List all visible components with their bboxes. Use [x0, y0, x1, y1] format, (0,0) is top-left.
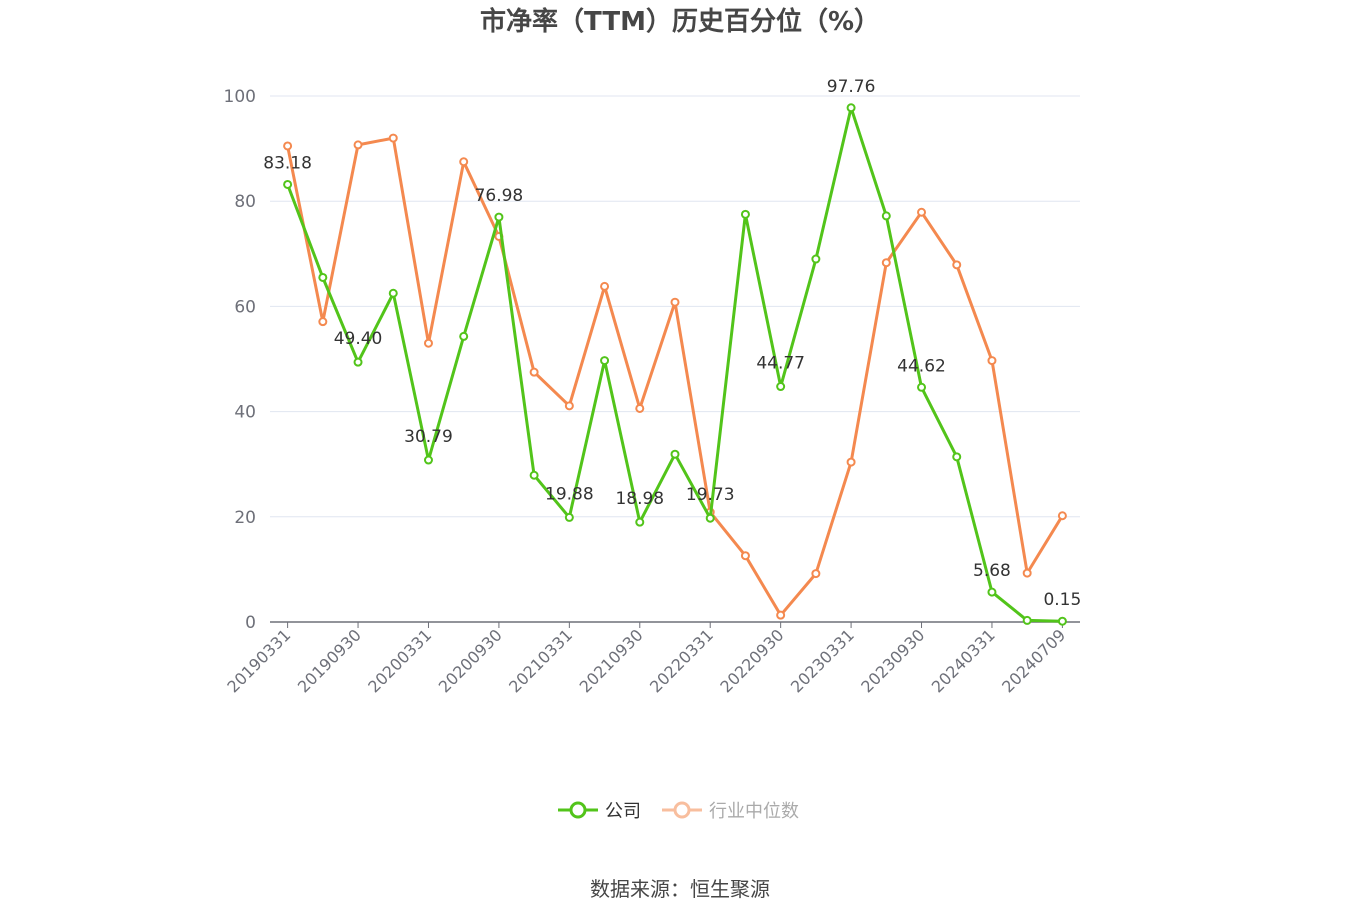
legend[interactable]: 公司 行业中位数 [558, 801, 799, 822]
data-point[interactable] [388, 133, 398, 143]
y-tick-label: 0 [245, 613, 256, 633]
data-point[interactable] [776, 382, 786, 392]
data-point[interactable] [635, 403, 645, 413]
data-point[interactable] [600, 356, 610, 366]
data-point[interactable] [600, 281, 610, 291]
data-point[interactable] [952, 452, 962, 462]
legend-marker [569, 801, 587, 819]
x-tick-label: 20220930 [716, 625, 787, 696]
data-point[interactable] [353, 140, 363, 150]
x-tick-label: 20240709 [998, 625, 1069, 696]
data-point[interactable] [529, 470, 539, 480]
series-line [286, 106, 1063, 623]
x-tick-label: 20220331 [646, 625, 717, 696]
x-tick-label: 20190331 [223, 625, 294, 696]
data-label: 44.77 [756, 354, 805, 374]
data-label: 19.88 [545, 484, 594, 504]
series-0 [283, 103, 1067, 626]
data-point[interactable] [881, 258, 891, 268]
data-point[interactable] [423, 455, 433, 465]
x-tick-label: 20200331 [364, 625, 435, 696]
series-line [286, 136, 1064, 617]
x-tick-label: 20210331 [505, 625, 576, 696]
data-point[interactable] [917, 207, 927, 217]
data-point[interactable] [1057, 511, 1067, 521]
data-point[interactable] [388, 288, 398, 298]
data-label: 97.76 [827, 77, 876, 97]
data-point[interactable] [635, 517, 645, 527]
data-point[interactable] [987, 356, 997, 366]
data-point[interactable] [283, 179, 293, 189]
legend-item-1[interactable]: 行业中位数 [662, 801, 799, 822]
data-point[interactable] [846, 457, 856, 467]
data-label: 18.98 [615, 489, 664, 509]
data-point[interactable] [740, 209, 750, 219]
data-label: 5.68 [973, 561, 1011, 581]
x-axis: 20190331 20190930 20200331 20200930 20210331… [223, 621, 1080, 696]
y-tick-label: 40 [234, 403, 256, 423]
data-label: 49.40 [334, 329, 383, 349]
series-1 [283, 133, 1067, 620]
y-tick-label: 100 [224, 87, 256, 107]
x-tick-label: 20200930 [435, 625, 506, 696]
data-point[interactable] [423, 338, 433, 348]
x-tick-label: 20210930 [576, 625, 647, 696]
data-label: 19.73 [686, 485, 735, 505]
data-labels: 83.18 49.40 30.79 76.98 19.88 18.98 19.73 44.77… [263, 77, 1081, 610]
legend-item-0[interactable]: 公司 [558, 801, 641, 822]
data-point[interactable] [776, 610, 786, 620]
data-point[interactable] [952, 260, 962, 270]
data-point[interactable] [564, 512, 574, 522]
data-point[interactable] [705, 513, 715, 523]
data-label: 83.18 [263, 153, 312, 173]
data-label: 0.15 [1043, 590, 1081, 610]
data-point[interactable] [318, 317, 328, 327]
data-point[interactable] [670, 297, 680, 307]
data-point[interactable] [1022, 568, 1032, 578]
source-note: 数据来源：恒生聚源 [590, 877, 770, 901]
data-point[interactable] [740, 551, 750, 561]
data-point[interactable] [459, 331, 469, 341]
data-point[interactable] [987, 587, 997, 597]
y-axis: 0 20 40 60 80 100 [224, 87, 256, 633]
legend-marker [673, 801, 691, 819]
data-point[interactable] [846, 103, 856, 113]
data-point[interactable] [459, 157, 469, 167]
data-point[interactable] [529, 367, 539, 377]
data-point[interactable] [1057, 616, 1067, 626]
y-tick-label: 20 [234, 508, 256, 528]
data-point[interactable] [881, 211, 891, 221]
data-label: 76.98 [475, 186, 524, 206]
x-tick-label: 20230930 [857, 625, 928, 696]
y-tick-label: 60 [234, 297, 256, 317]
data-point[interactable] [917, 382, 927, 392]
data-point[interactable] [318, 272, 328, 282]
x-tick-label: 20230331 [787, 625, 858, 696]
data-point[interactable] [353, 357, 363, 367]
data-label: 44.62 [897, 356, 946, 376]
data-point[interactable] [811, 254, 821, 264]
chart-title: 市净率（TTM）历史百分位（%） [480, 6, 880, 37]
data-point[interactable] [811, 569, 821, 579]
legend-label: 行业中位数 [709, 801, 799, 822]
x-tick-label: 20240331 [928, 625, 999, 696]
data-label: 30.79 [404, 427, 453, 447]
x-tick-label: 20190930 [294, 625, 365, 696]
legend-label: 公司 [605, 801, 641, 822]
data-point[interactable] [283, 141, 293, 151]
series-lines [283, 103, 1067, 626]
data-point[interactable] [670, 449, 680, 459]
y-tick-label: 80 [234, 192, 256, 212]
data-point[interactable] [1022, 615, 1032, 625]
data-point[interactable] [564, 401, 574, 411]
data-point[interactable] [494, 212, 504, 222]
